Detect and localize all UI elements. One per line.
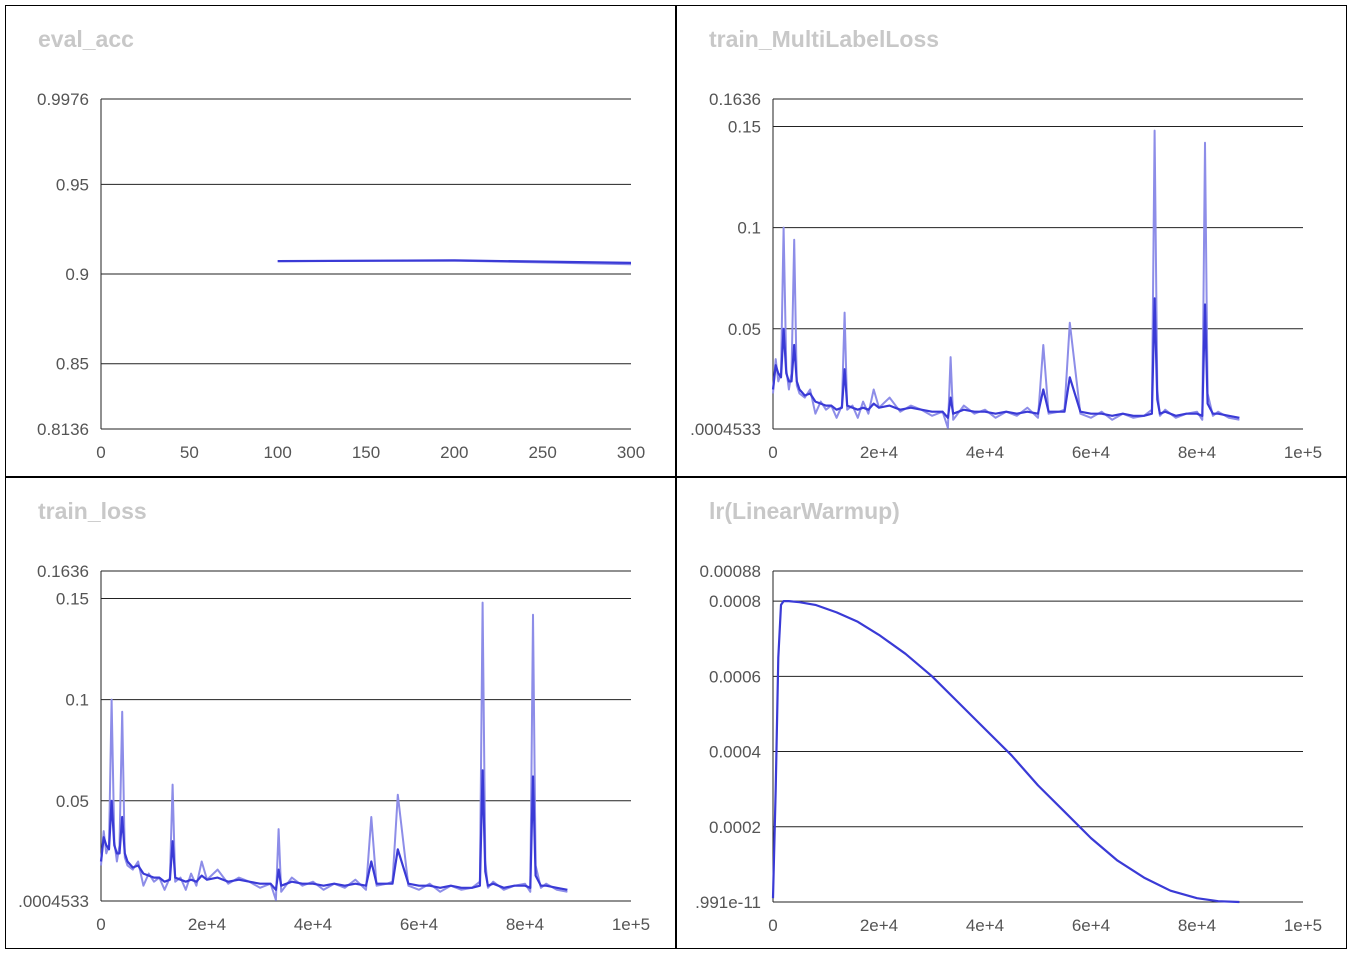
panel-train-multilabelloss: train_MultiLabelLoss .0004533 0.05 0.1 0.15… [676,5,1347,477]
y-tick-label: 0.0008 [709,592,761,611]
y-tick-label: 0.0002 [709,818,761,837]
y-tick-label: 0.1 [65,691,89,710]
chart-title: lr(LinearWarmup) [709,498,900,524]
x-tick-label: 2e+4 [188,915,226,934]
x-tick-label: 8e+4 [506,915,544,934]
x-tick-label: 4e+4 [294,915,332,934]
x-tick-label: 8e+4 [1178,916,1216,935]
y-tick-label: 0.1636 [37,562,89,581]
panel-train-loss: train_loss .0004533 0.05 0.1 0.15 0.1636 0 2e+… [5,477,676,949]
x-tick-label: 8e+4 [1178,443,1216,462]
chart-train-loss: .0004533 0.05 0.1 0.15 0.1636 0 2e+4 4e+4 6e+4 8e… [18,562,650,934]
x-tick-label: 0 [768,443,777,462]
series-line [771,599,1240,904]
y-tick-label: 0.1 [737,219,761,238]
x-tick-label: 1e+5 [1284,443,1322,462]
x-tick-label: 4e+4 [966,916,1004,935]
x-tick-label: 6e+4 [1072,443,1110,462]
x-tick-label: 0 [96,443,105,462]
chart-lr-linearwarmup: .991e-11 0.0002 0.0004 0.0006 0.0008 0.00088 0… [695,562,1322,935]
y-tick-label: 0.9 [65,265,89,284]
y-tick-label: 0.85 [56,355,89,374]
y-tick-label: 0.00088 [700,562,761,581]
x-tick-label: 6e+4 [400,915,438,934]
x-tick-label: 0 [768,916,777,935]
chart-title: eval_acc [38,26,134,52]
y-tick-label: 0.9976 [37,90,89,109]
y-tick-label: .0004533 [18,892,89,911]
x-tick-label: 200 [440,443,468,462]
y-tick-label: 0.1636 [709,90,761,109]
x-tick-label: 4e+4 [966,443,1004,462]
x-tick-label: 100 [263,443,291,462]
x-tick-label: 50 [180,443,199,462]
x-tick-label: 250 [528,443,556,462]
chart-title: train_loss [38,498,147,524]
chart-eval-acc: 0.8136 0.85 0.9 0.95 0.9976 0 50 100 150 200 250 30… [37,90,645,462]
x-tick-label: 1e+5 [1284,916,1322,935]
x-tick-label: 150 [352,443,380,462]
y-tick-label: .991e-11 [695,893,761,912]
y-tick-label: .0004533 [690,420,761,439]
series-smoothed-line [277,259,632,264]
panel-eval-acc: eval_acc 0.8136 0.85 0.9 0.95 0.9976 0 50 100 15… [5,5,676,477]
panel-lr-linearwarmup: lr(LinearWarmup) .991e-11 0.0002 0.0004 0.0… [676,477,1347,949]
chart-train-multilabelloss: .0004533 0.05 0.1 0.15 0.1636 0 2e+4 4e+4 6e+4 8e… [690,90,1322,462]
x-tick-label: 6e+4 [1072,916,1110,935]
y-tick-label: 0.05 [728,320,761,339]
x-tick-label: 0 [96,915,105,934]
y-tick-label: 0.0004 [709,743,761,762]
y-tick-label: 0.15 [56,590,89,609]
x-tick-label: 300 [617,443,645,462]
x-tick-label: 1e+5 [612,915,650,934]
series-smoothed-line [99,769,568,891]
series-smoothed-line [771,297,1240,419]
y-tick-label: 0.0006 [709,667,761,686]
chart-title: train_MultiLabelLoss [709,26,940,52]
y-tick-label: 0.95 [56,175,89,194]
y-tick-label: 0.05 [56,792,89,811]
y-tick-label: 0.8136 [37,420,89,439]
x-tick-label: 2e+4 [860,916,898,935]
y-tick-label: 0.15 [728,118,761,137]
x-tick-label: 2e+4 [860,443,898,462]
